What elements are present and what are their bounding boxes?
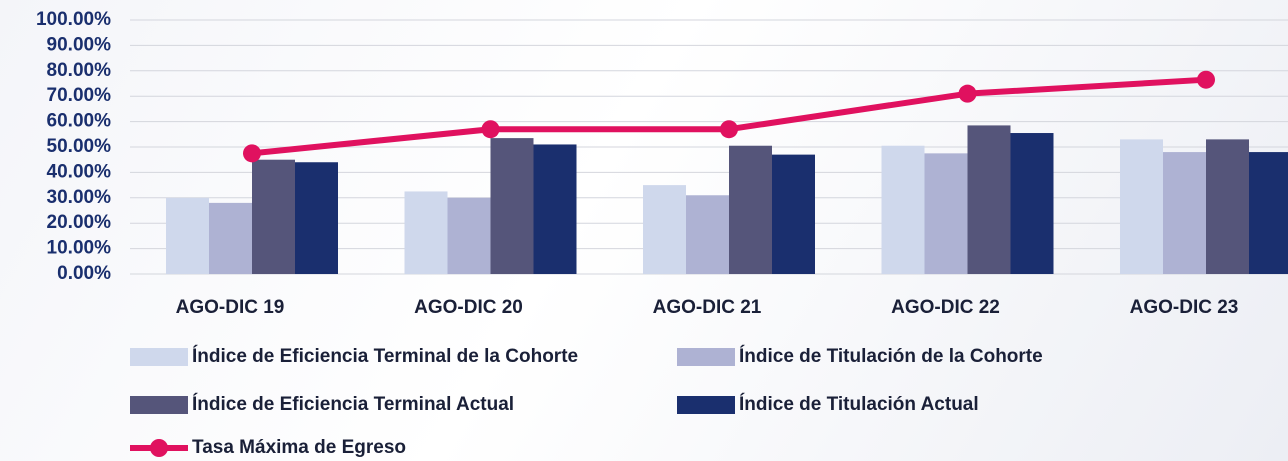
- x-tick-label: AGO-DIC 21: [653, 297, 762, 318]
- x-tick-label: AGO-DIC 20: [414, 297, 523, 318]
- line-marker: [720, 120, 738, 138]
- legend-label: Índice de Titulación Actual: [739, 393, 979, 415]
- y-tick-label: 50.00%: [47, 136, 112, 157]
- bar: [209, 203, 252, 274]
- bar: [166, 198, 209, 274]
- bar: [729, 146, 772, 274]
- bar: [772, 155, 815, 274]
- legend-swatch: [130, 396, 188, 414]
- bar: [405, 191, 448, 274]
- legend-label: Índice de Eficiencia Terminal de la Coho…: [192, 345, 578, 367]
- legend-label: Índice de Eficiencia Terminal Actual: [192, 393, 514, 415]
- bar: [1011, 133, 1054, 274]
- legend-swatch: [150, 439, 168, 457]
- bar: [491, 138, 534, 274]
- chart: 0.00% 10.00% 20.00% 30.00% 40.00% 50.00% 60.00…: [0, 0, 1288, 461]
- y-tick-label: 20.00%: [47, 212, 112, 233]
- legend-swatch: [130, 348, 188, 366]
- bar: [925, 153, 968, 274]
- bar: [643, 185, 686, 274]
- legend-swatch: [677, 348, 735, 366]
- legend-label: Índice de Titulación de la Cohorte: [739, 345, 1043, 367]
- bar: [1206, 139, 1249, 274]
- y-tick-label: 90.00%: [47, 34, 112, 55]
- line-marker: [1197, 71, 1215, 89]
- bar: [252, 160, 295, 274]
- y-tick-label: 60.00%: [47, 111, 112, 132]
- y-tick-label: 30.00%: [47, 187, 112, 208]
- y-tick-label: 80.00%: [47, 60, 112, 81]
- bar: [686, 195, 729, 274]
- bar: [1249, 152, 1288, 274]
- bar: [534, 144, 577, 274]
- legend-swatch: [677, 396, 735, 414]
- y-tick-label: 0.00%: [57, 263, 111, 284]
- line-marker: [959, 85, 977, 103]
- line-marker: [243, 144, 261, 162]
- bar: [295, 162, 338, 274]
- legend-label: Tasa Máxima de Egreso: [192, 437, 406, 458]
- x-tick-label: AGO-DIC 19: [176, 297, 285, 318]
- y-tick-label: 40.00%: [47, 161, 112, 182]
- bar: [1120, 139, 1163, 274]
- x-tick-label: AGO-DIC 23: [1130, 297, 1239, 318]
- x-tick-label: AGO-DIC 22: [891, 297, 1000, 318]
- y-tick-label: 70.00%: [47, 85, 112, 106]
- bar: [882, 146, 925, 274]
- line-marker: [482, 120, 500, 138]
- bar: [448, 198, 491, 274]
- y-tick-label: 100.00%: [36, 9, 111, 30]
- line: [252, 80, 1206, 154]
- y-tick-label: 10.00%: [47, 238, 112, 259]
- bar: [1163, 152, 1206, 274]
- bar: [968, 125, 1011, 274]
